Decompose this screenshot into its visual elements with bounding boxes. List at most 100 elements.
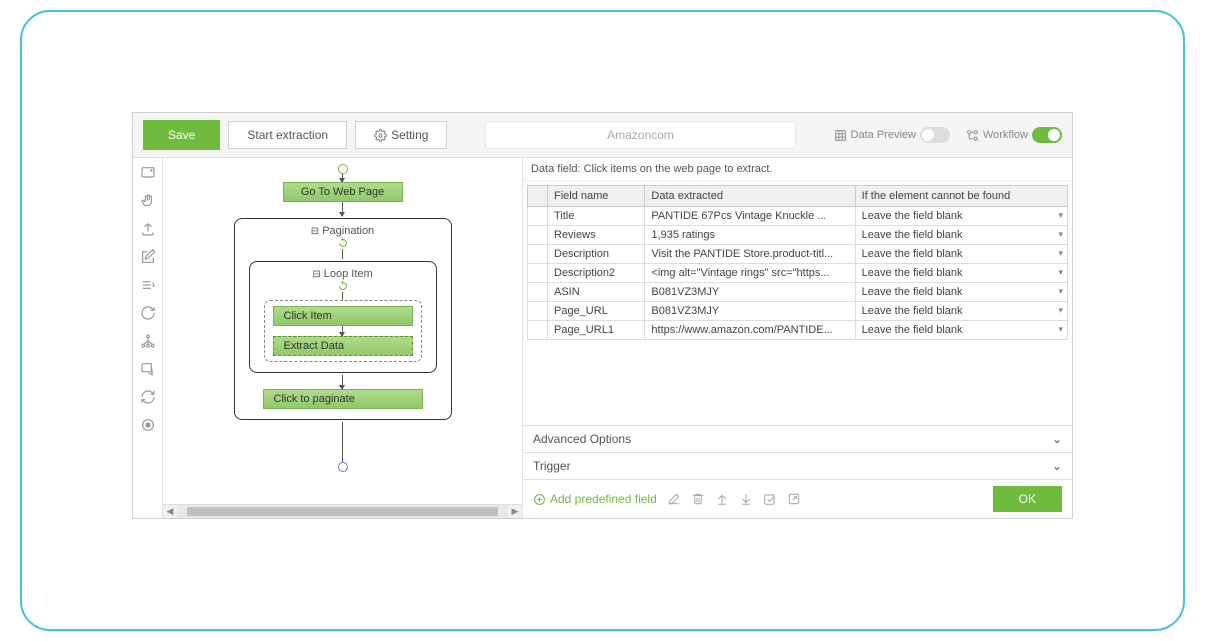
cell-if-missing-dropdown[interactable]: Leave the field blank xyxy=(855,226,1067,245)
row-checkbox[interactable] xyxy=(528,264,548,283)
left-sidebar xyxy=(133,158,163,518)
check-icon[interactable] xyxy=(763,492,777,506)
workflow-label: Workflow xyxy=(983,129,1028,141)
delete-icon[interactable] xyxy=(691,492,705,506)
loop-label: ⊟ Loop Item xyxy=(312,268,372,280)
cell-field-name[interactable]: Description2 xyxy=(548,264,645,283)
bottom-bar: Add predefined field OK xyxy=(523,479,1072,518)
toggle-group: Data Preview Workflow xyxy=(834,127,1062,143)
scroll-right-arrow[interactable]: ▶ xyxy=(508,505,522,518)
refresh-icon[interactable] xyxy=(139,304,157,322)
node-extract-data[interactable]: Extract Data xyxy=(273,336,413,356)
node-go-to-web-page[interactable]: Go To Web Page xyxy=(283,182,403,202)
cell-data-extracted: 1,935 ratings xyxy=(645,226,855,245)
node-click-paginate[interactable]: Click to paginate xyxy=(263,389,423,409)
accordion-trigger[interactable]: Trigger ⌄ xyxy=(523,452,1072,479)
table-row[interactable]: Description2<img alt="Vintage rings" src… xyxy=(528,264,1068,283)
ok-button[interactable]: OK xyxy=(993,486,1062,512)
col-checkbox[interactable] xyxy=(528,186,548,207)
data-fields-table: Field name Data extracted If the element… xyxy=(527,185,1068,340)
add-predefined-field-link[interactable]: Add predefined field xyxy=(533,492,657,506)
cell-data-extracted: PANTIDE 67Pcs Vintage Knuckle ... xyxy=(645,207,855,226)
row-checkbox[interactable] xyxy=(528,302,548,321)
cell-field-name[interactable]: Page_URL1 xyxy=(548,321,645,340)
move-down-icon[interactable] xyxy=(739,492,753,506)
workflow-start-dot xyxy=(338,164,348,174)
list-icon[interactable] xyxy=(139,276,157,294)
cell-field-name[interactable]: Reviews xyxy=(548,226,645,245)
row-checkbox[interactable] xyxy=(528,321,548,340)
cell-field-name[interactable]: Title xyxy=(548,207,645,226)
grid-icon xyxy=(834,129,847,142)
data-preview-toggle[interactable]: Data Preview xyxy=(834,127,950,143)
loop-text: Loop Item xyxy=(324,268,373,280)
url-display: Amazoncom xyxy=(485,121,795,149)
table-row[interactable]: Page_URL1https://www.amazon.com/PANTIDE.… xyxy=(528,321,1068,340)
row-checkbox[interactable] xyxy=(528,283,548,302)
cell-field-name[interactable]: ASIN xyxy=(548,283,645,302)
table-row[interactable]: ASINB081VZ3MJYLeave the field blank xyxy=(528,283,1068,302)
setting-button[interactable]: Setting xyxy=(355,121,447,149)
table-row[interactable]: Page_URLB081VZ3MJYLeave the field blank xyxy=(528,302,1068,321)
field-action-icons xyxy=(667,492,801,506)
setting-label: Setting xyxy=(391,128,428,142)
table-row[interactable]: DescriptionVisit the PANTIDE Store.produ… xyxy=(528,245,1068,264)
loop-icon xyxy=(337,280,349,292)
row-checkbox[interactable] xyxy=(528,226,548,245)
horizontal-scrollbar[interactable]: ◀ ▶ xyxy=(163,504,522,518)
cell-field-name[interactable]: Description xyxy=(548,245,645,264)
reload-icon[interactable] xyxy=(139,388,157,406)
workflow-end-dot xyxy=(338,462,348,472)
browser-icon[interactable] xyxy=(139,164,157,182)
cell-data-extracted: Visit the PANTIDE Store.product-titl... xyxy=(645,245,855,264)
cell-if-missing-dropdown[interactable]: Leave the field blank xyxy=(855,264,1067,283)
toolbar: Save Start extraction Setting Amazoncom … xyxy=(133,113,1072,158)
capture-icon[interactable] xyxy=(139,360,157,378)
hand-icon[interactable] xyxy=(139,192,157,210)
scroll-thumb[interactable] xyxy=(187,507,498,516)
trigger-label: Trigger xyxy=(533,459,571,473)
workflow-line xyxy=(342,422,343,462)
node-pagination-container[interactable]: ⊟ Pagination ⊟ Loop Item Click Item xyxy=(234,218,452,420)
cell-data-extracted: B081VZ3MJY xyxy=(645,283,855,302)
workflow-switch[interactable] xyxy=(1032,127,1062,143)
table-row[interactable]: Reviews1,935 ratingsLeave the field blan… xyxy=(528,226,1068,245)
row-checkbox[interactable] xyxy=(528,245,548,264)
main-area: Go To Web Page ⊟ Pagination ⊟ Loop Item xyxy=(133,158,1072,518)
rename-icon[interactable] xyxy=(667,492,681,506)
save-button[interactable]: Save xyxy=(143,120,220,150)
gear-icon xyxy=(374,129,387,142)
col-if-missing: If the element cannot be found xyxy=(855,186,1067,207)
scroll-left-arrow[interactable]: ◀ xyxy=(163,505,177,518)
cell-data-extracted: https://www.amazon.com/PANTIDE... xyxy=(645,321,855,340)
record-icon[interactable] xyxy=(139,416,157,434)
cell-if-missing-dropdown[interactable]: Leave the field blank xyxy=(855,321,1067,340)
data-table-wrap: Field name Data extracted If the element… xyxy=(523,181,1072,425)
node-click-item[interactable]: Click Item xyxy=(273,306,413,326)
sitemap-icon[interactable] xyxy=(139,332,157,350)
cell-if-missing-dropdown[interactable]: Leave the field blank xyxy=(855,302,1067,321)
cell-if-missing-dropdown[interactable]: Leave the field blank xyxy=(855,283,1067,302)
workflow-arrow xyxy=(342,375,343,389)
cell-if-missing-dropdown[interactable]: Leave the field blank xyxy=(855,245,1067,264)
start-extraction-button[interactable]: Start extraction xyxy=(228,121,347,149)
advanced-label: Advanced Options xyxy=(533,432,631,446)
accordion-advanced-options[interactable]: Advanced Options ⌄ xyxy=(523,425,1072,452)
chevron-down-icon: ⌄ xyxy=(1052,432,1062,446)
open-icon[interactable] xyxy=(787,492,801,506)
table-row[interactable]: TitlePANTIDE 67Pcs Vintage Knuckle ...Le… xyxy=(528,207,1068,226)
workflow-panel: Go To Web Page ⊟ Pagination ⊟ Loop Item xyxy=(163,158,523,518)
workflow-toggle[interactable]: Workflow xyxy=(966,127,1062,143)
edit-icon[interactable] xyxy=(139,248,157,266)
export-icon[interactable] xyxy=(139,220,157,238)
move-up-icon[interactable] xyxy=(715,492,729,506)
workflow-canvas[interactable]: Go To Web Page ⊟ Pagination ⊟ Loop Item xyxy=(163,158,522,472)
cell-data-extracted: B081VZ3MJY xyxy=(645,302,855,321)
node-loop-container[interactable]: ⊟ Loop Item Click Item Extract Data xyxy=(249,261,437,373)
cell-field-name[interactable]: Page_URL xyxy=(548,302,645,321)
cell-data-extracted: <img alt="Vintage rings" src="https... xyxy=(645,264,855,283)
cell-if-missing-dropdown[interactable]: Leave the field blank xyxy=(855,207,1067,226)
workflow-icon xyxy=(966,129,979,142)
row-checkbox[interactable] xyxy=(528,207,548,226)
data-preview-switch[interactable] xyxy=(920,127,950,143)
